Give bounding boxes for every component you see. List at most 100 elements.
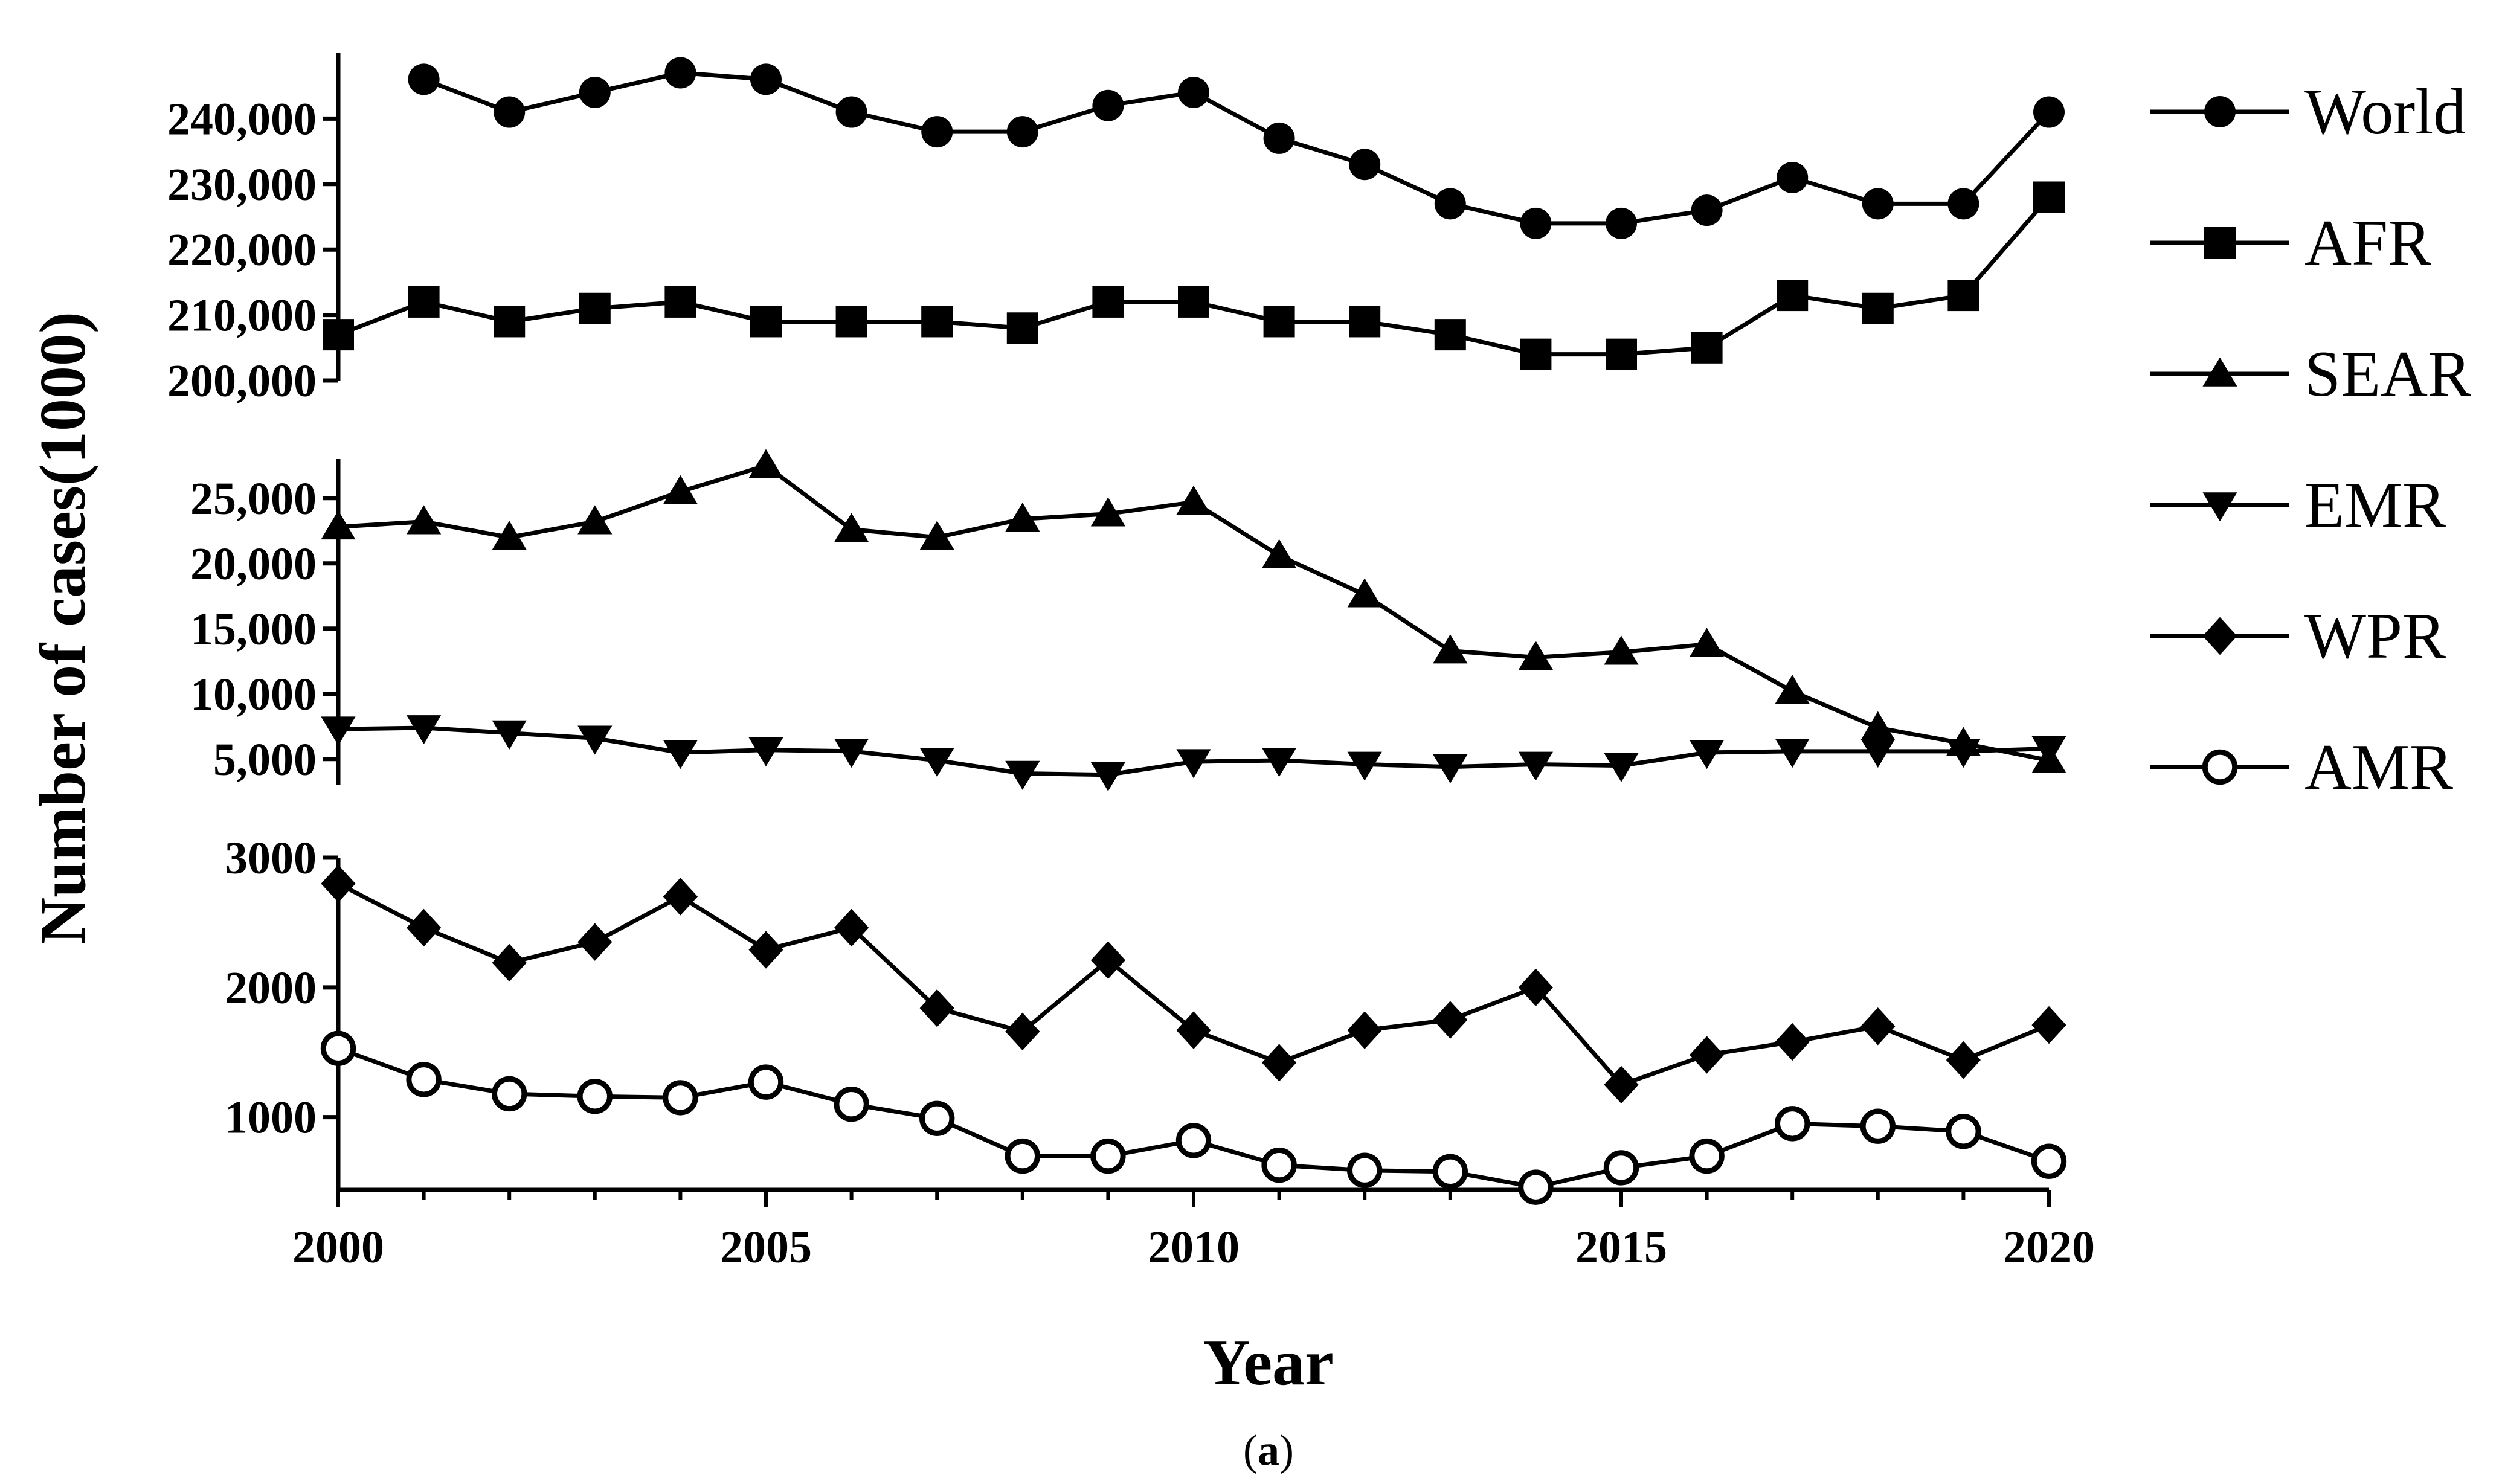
- point-afr: [1777, 280, 1809, 312]
- point-emr: [321, 716, 356, 746]
- point-amr: [1946, 1114, 1981, 1149]
- legend-item-afr: AFR: [2150, 207, 2431, 279]
- point-afr: [2033, 181, 2065, 213]
- point-emr: [919, 748, 954, 777]
- series-line-world: [423, 71, 2051, 226]
- y-tick-label-top: 200,000: [167, 356, 317, 406]
- point-sear: [321, 510, 356, 540]
- point-afr: [1349, 306, 1381, 338]
- y-tick-label-middle: 15,000: [190, 604, 317, 655]
- point-amr: [492, 1076, 527, 1112]
- point-world: [1349, 149, 1381, 181]
- x-tick-label: 2000: [292, 1222, 384, 1273]
- point-afr: [1092, 286, 1124, 318]
- point-afr: [1178, 286, 1209, 318]
- point-sear: [492, 521, 527, 550]
- point-wpr: [2031, 1006, 2066, 1044]
- point-wpr: [1347, 1011, 1382, 1049]
- point-amr: [406, 1062, 442, 1097]
- point-afr: [1006, 312, 1038, 344]
- point-sear: [1690, 628, 1725, 657]
- point-world: [1178, 77, 1209, 109]
- legend-item-wpr: WPR: [2150, 600, 2446, 672]
- point-world: [835, 96, 867, 128]
- x-tick-label: 2010: [1148, 1222, 1240, 1273]
- point-sear: [1005, 503, 1040, 532]
- point-sear: [1090, 497, 1125, 527]
- x-tick-label: 2015: [1575, 1222, 1667, 1273]
- legend-marker-afr: [2204, 227, 2236, 259]
- point-sear: [748, 449, 783, 478]
- point-afr: [1520, 338, 1552, 370]
- point-wpr: [1090, 941, 1125, 979]
- legend-marker-emr: [2202, 492, 2237, 522]
- legend-item-world: World: [2150, 76, 2466, 148]
- point-world: [1777, 161, 1809, 193]
- point-world: [408, 63, 440, 95]
- point-wpr: [1176, 1011, 1211, 1049]
- point-sear: [1775, 675, 1810, 704]
- point-amr: [663, 1080, 698, 1116]
- point-emr: [1347, 751, 1382, 781]
- legend: World AFR SEAR EMR WPR AMR: [2150, 76, 2471, 803]
- point-world: [579, 77, 611, 109]
- point-amr: [1689, 1138, 1725, 1174]
- point-world: [1434, 188, 1466, 220]
- y-tick-label-middle: 20,000: [190, 539, 317, 589]
- point-afr: [323, 319, 354, 351]
- point-amr: [1860, 1108, 1896, 1144]
- legend-marker-sear: [2202, 357, 2237, 387]
- point-wpr: [1262, 1044, 1297, 1082]
- point-world: [1263, 122, 1295, 154]
- legend-label-world: World: [2304, 76, 2466, 148]
- point-sear: [1347, 578, 1382, 608]
- series-amr: [320, 1030, 2067, 1205]
- point-world: [1862, 188, 1894, 220]
- point-amr: [1005, 1138, 1041, 1174]
- point-sear: [1604, 635, 1639, 665]
- point-sear: [1518, 641, 1553, 670]
- series-world: [408, 57, 2065, 239]
- point-emr: [1690, 740, 1725, 769]
- point-sear: [1860, 711, 1896, 740]
- point-afr: [1947, 280, 1979, 312]
- point-afr: [1434, 319, 1466, 351]
- point-amr: [1518, 1169, 1554, 1205]
- y-tick-label-bottom: 1000: [225, 1093, 317, 1143]
- point-world: [1006, 116, 1038, 148]
- legend-label-amr: AMR: [2304, 731, 2453, 803]
- series-emr: [321, 715, 2066, 792]
- legend-label-wpr: WPR: [2304, 600, 2446, 672]
- y-tick-label-bottom: 3000: [225, 833, 317, 884]
- series-afr: [323, 181, 2065, 370]
- point-amr: [834, 1086, 869, 1122]
- y-tick-label-middle: 25,000: [190, 474, 317, 524]
- point-amr: [1261, 1147, 1297, 1183]
- point-amr: [748, 1064, 784, 1100]
- point-amr: [1775, 1106, 1810, 1142]
- point-emr: [1090, 762, 1125, 792]
- legend-marker-amr: [2202, 749, 2238, 785]
- y-tick-label-top: 210,000: [167, 291, 317, 341]
- point-afr: [494, 306, 526, 338]
- point-emr: [663, 740, 698, 769]
- point-amr: [2031, 1143, 2067, 1179]
- point-emr: [1433, 754, 1468, 784]
- point-emr: [492, 720, 527, 750]
- point-sear: [1176, 485, 1211, 515]
- legend-label-sear: SEAR: [2304, 338, 2471, 410]
- series-line-afr: [337, 196, 2051, 357]
- point-wpr: [1433, 1001, 1468, 1039]
- point-wpr: [1604, 1065, 1639, 1104]
- y-axis-title: Number of cases(1000): [27, 312, 99, 945]
- point-wpr: [663, 878, 698, 916]
- point-sear: [407, 505, 442, 535]
- y-tick-label-top: 240,000: [167, 94, 317, 144]
- point-world: [1092, 89, 1124, 121]
- point-world: [750, 63, 782, 95]
- point-emr: [407, 715, 442, 745]
- point-amr: [320, 1030, 356, 1066]
- point-wpr: [407, 908, 442, 947]
- point-wpr: [1775, 1023, 1810, 1061]
- point-emr: [1946, 739, 1981, 768]
